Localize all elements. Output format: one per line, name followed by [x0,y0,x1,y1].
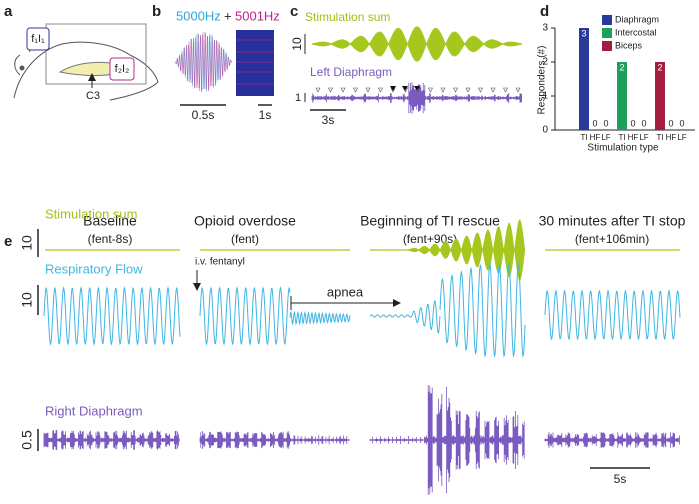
column-subtitle: (fent-8s) [88,232,133,246]
value-label: 2 [657,62,662,72]
scale-label: 0.5 [19,430,35,450]
panel-letter: b [152,3,161,20]
column-title: 30 minutes after TI stop [539,213,686,229]
marker [429,88,433,92]
flow-trace [545,291,680,339]
value-label: 0 [603,118,608,128]
marker [479,88,483,92]
legend-label: Biceps [615,40,643,50]
column-title: Beginning of TI rescue [360,213,500,229]
trace-label: Stimulation sum [305,10,390,24]
scale-label: 0.5s [192,108,215,122]
flow-trace [412,301,440,333]
emg-trace [200,431,290,449]
trace-label: Stimulation sum [45,206,137,221]
emg-trace [545,432,679,448]
emg-trace [425,385,524,495]
column-title: Opioid overdose [194,213,296,229]
y-tick-label: 3 [542,23,548,34]
marker [329,88,333,92]
scale-label: 5s [614,472,627,486]
x-tick-label: HF [590,133,601,142]
trace-label: Left Diaphragm [310,65,392,79]
annotation: i.v. fentanyl [195,257,245,268]
value-label: 0 [630,118,635,128]
flow-trace [440,264,525,356]
x-axis-label: Stimulation type [587,143,659,154]
emg-trace [44,430,179,450]
scale-label: 10 [290,37,304,51]
freq-label: 5001Hz [235,8,280,23]
flow-trace [290,312,350,324]
x-tick-label: HF [628,133,639,142]
flow-trace [44,288,180,344]
legend-swatch [602,28,612,38]
scale-label: 10 [19,292,35,308]
emg-trace [370,436,424,444]
trace-label: Respiratory Flow [45,261,143,276]
value-label: 2 [619,62,624,72]
legend-swatch [602,15,612,25]
marker [441,88,445,92]
panel-letter: d [540,3,549,20]
marker [354,88,358,92]
scale-label: 1s [259,108,272,122]
trace-label: Right Diaphragm [45,403,143,418]
emg-trace [290,435,349,445]
marker [341,88,345,92]
marker [516,88,520,92]
scale-label: 1 [295,92,301,104]
site-label: f₂I₂ [115,63,130,75]
legend-label: Diaphragm [615,14,659,24]
marker [366,88,370,92]
freq-label: 5000Hz [176,8,221,23]
value-label: 0 [592,118,597,128]
x-tick-label: TI [580,133,587,142]
legend-label: Intercostal [615,27,657,37]
y-tick-label: 1 [542,91,548,102]
annotation: apnea [327,284,364,299]
y-tick-label: 0 [542,125,548,136]
x-tick-label: LF [601,133,610,142]
panel-letter: a [4,3,13,20]
flow-trace [370,315,412,317]
marker [504,88,508,92]
panel-letter: e [4,233,12,250]
flow-trace [200,288,290,344]
legend-swatch [602,41,612,51]
bar [579,28,589,130]
marker [390,86,396,91]
x-tick-label: TI [618,133,625,142]
marker [466,88,470,92]
site-label: f₁I₁ [31,33,45,45]
x-tick-label: TI [656,133,663,142]
panel-letter: c [290,3,298,20]
scale-label: 3s [322,113,335,127]
value-label: 0 [668,118,673,128]
column-subtitle: (fent+90s) [403,232,457,246]
value-label: 0 [679,118,684,128]
column-subtitle: (fent+106min) [575,232,649,246]
value-label: 3 [581,28,586,38]
plus: + [224,8,232,23]
y-tick-label: 2 [542,57,548,68]
marker [379,88,383,92]
column-subtitle: (fent) [231,232,259,246]
scale-label: 10 [19,235,35,251]
x-tick-label: LF [677,133,686,142]
marker [491,88,495,92]
value-label: 0 [641,118,646,128]
stim-trace [312,26,522,61]
spine-label: C3 [86,90,100,102]
marker [316,88,320,92]
marker [454,88,458,92]
x-tick-label: LF [639,133,648,142]
x-tick-label: HF [666,133,677,142]
